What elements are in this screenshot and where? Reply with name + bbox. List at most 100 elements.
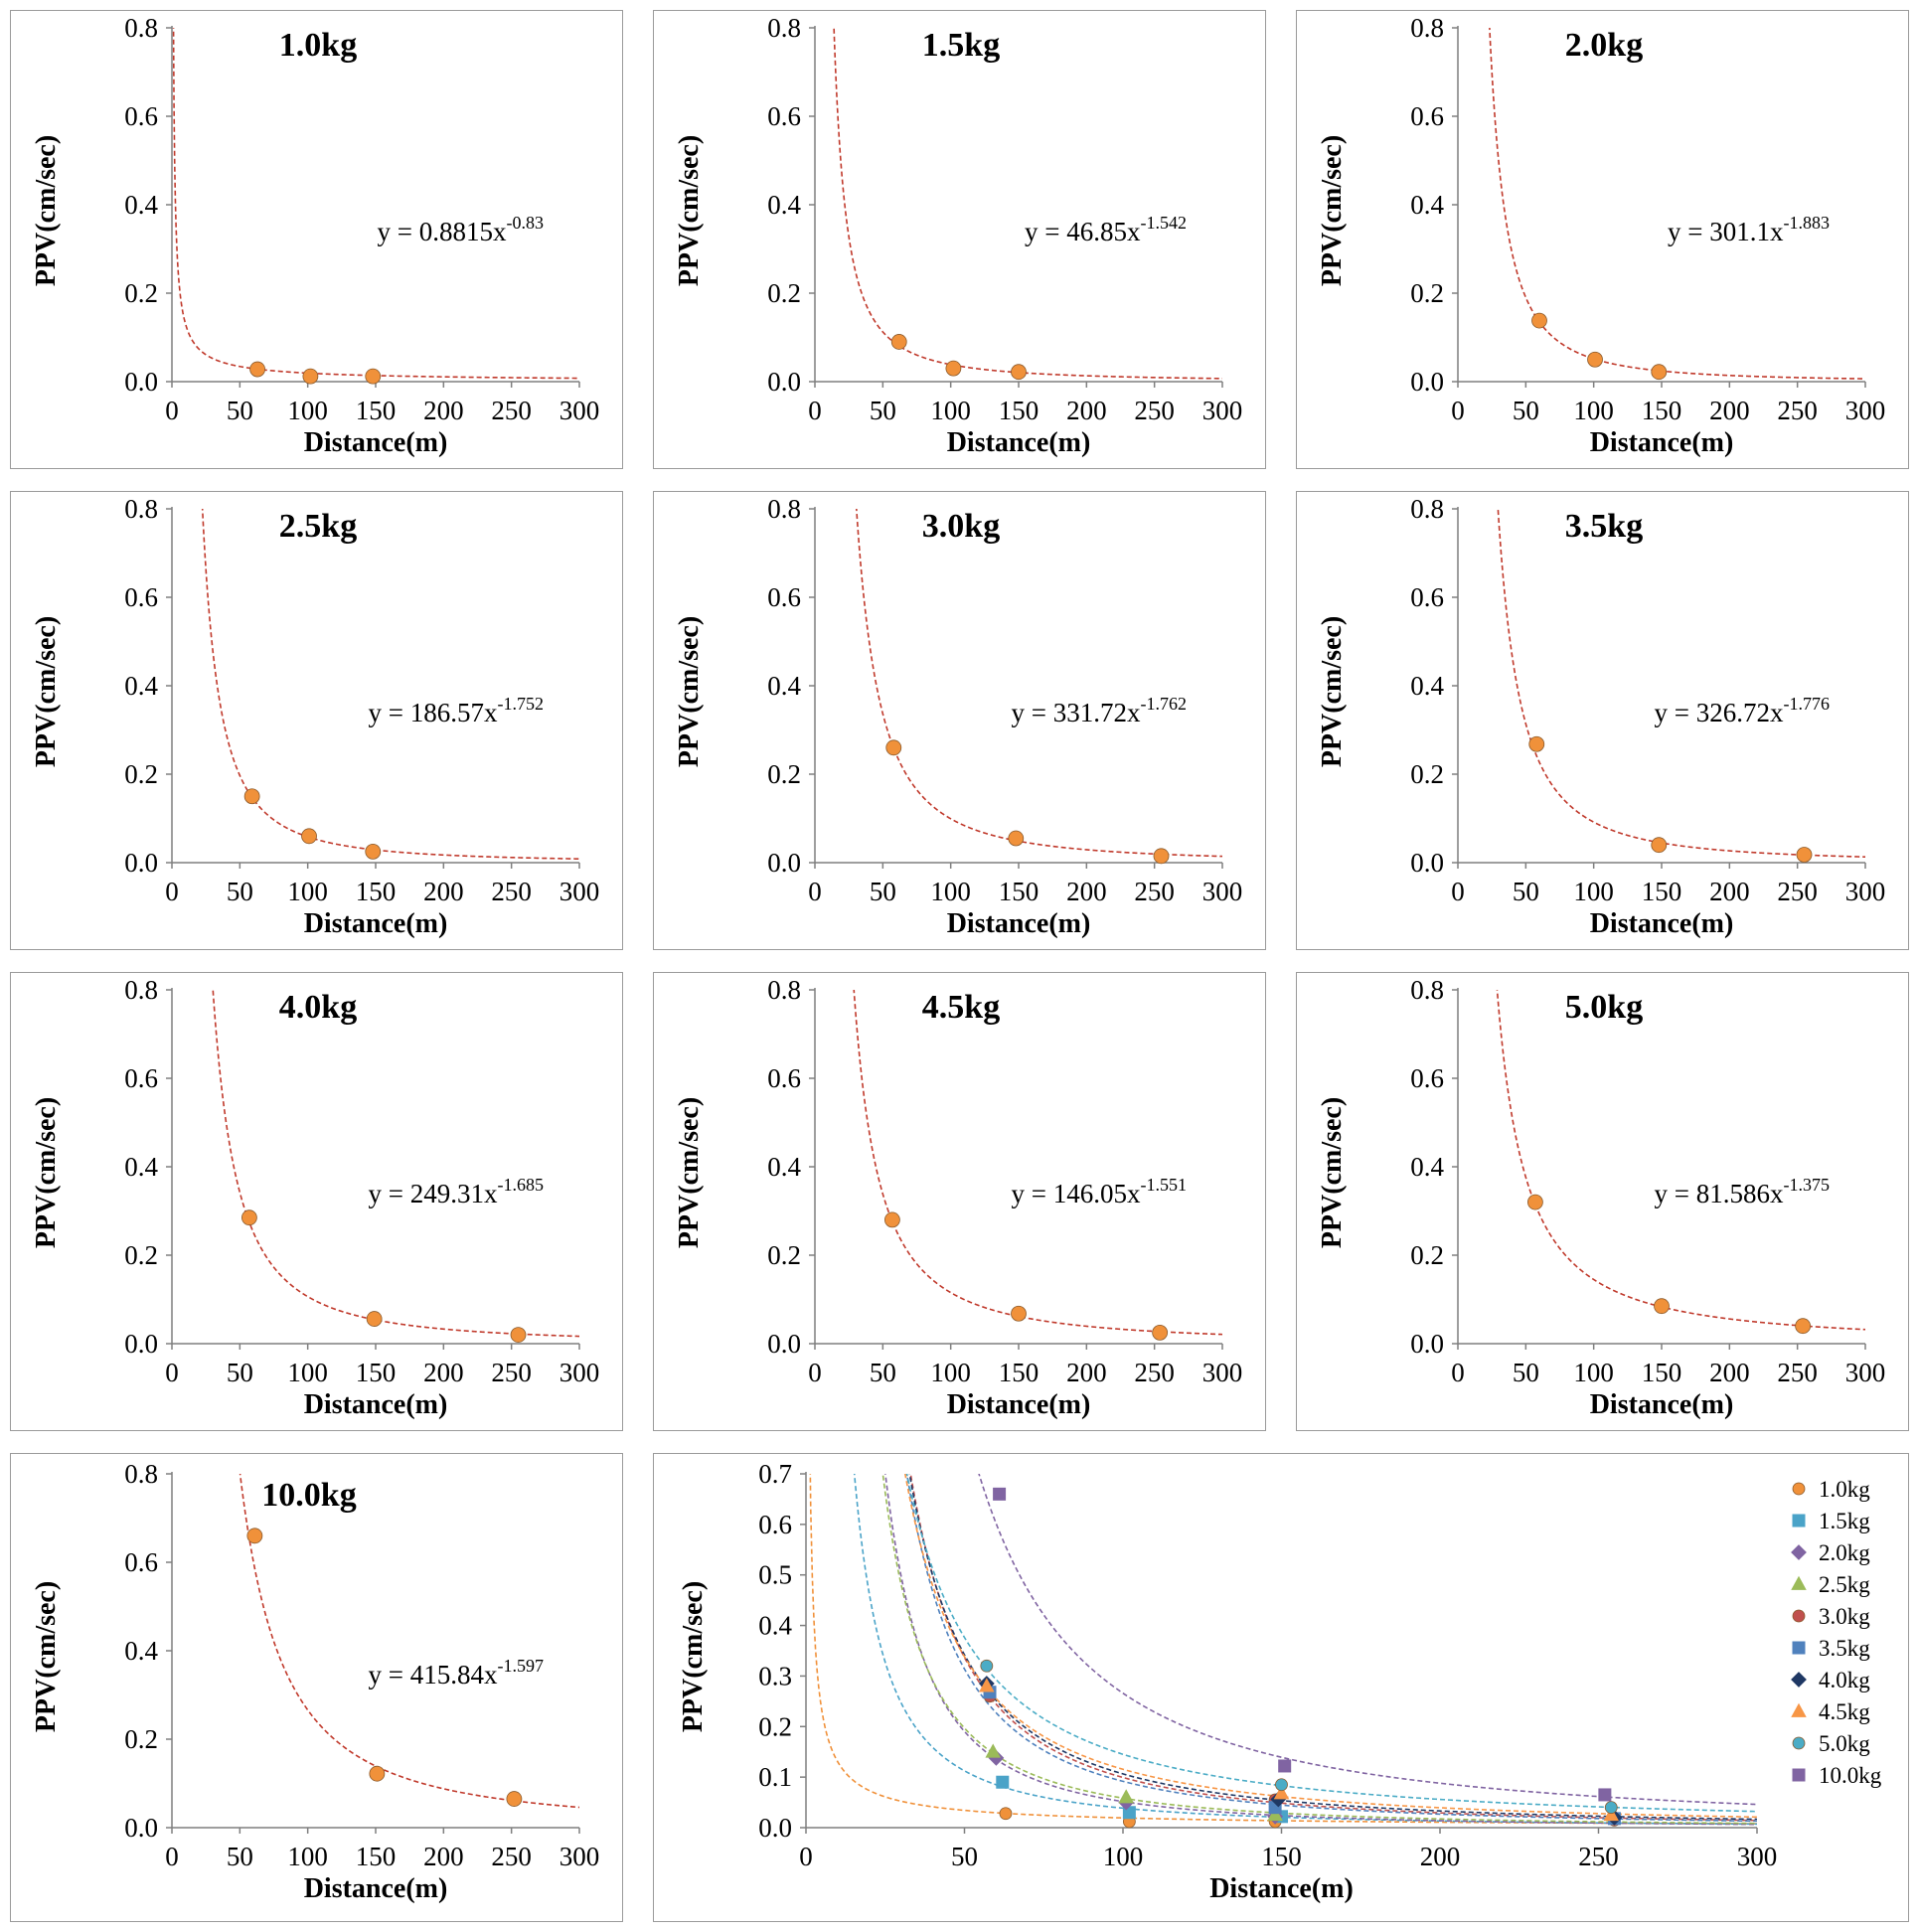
- x-tick-label: 100: [287, 1842, 328, 1871]
- x-tick-label: 300: [559, 877, 600, 906]
- legend-label: 4.5kg: [1819, 1699, 1870, 1724]
- legend-label: 3.5kg: [1819, 1636, 1870, 1661]
- trendline-2-5kg: [201, 509, 579, 860]
- y-tick-label: 0.4: [124, 190, 158, 220]
- x-tick-label: 50: [870, 877, 896, 906]
- data-point-4-0kg: [240, 1209, 257, 1226]
- trendline-2-5kg: [881, 1474, 1757, 1825]
- chart-panel-2-5kg: 0.0 0.2 0.4 0.6 0.8 0 50 100 150 200 250 300 Distanc…: [10, 491, 623, 950]
- legend-label: 4.0kg: [1819, 1668, 1870, 1692]
- data-point-3-0kg: [1153, 848, 1170, 865]
- data-point-2-5kg: [365, 843, 382, 860]
- chart-panel-5-0kg: 0.0 0.2 0.4 0.6 0.8 0 50 100 150 200 250 300 Distanc…: [1296, 972, 1909, 1431]
- chart-panel-2-0kg: 0.0 0.2 0.4 0.6 0.8 0 50 100 150 200 250 300 Distanc…: [1296, 10, 1909, 469]
- x-tick-label: 100: [1103, 1842, 1144, 1871]
- y-tick-label: 0.2: [1410, 759, 1444, 789]
- data-point-5-0kg: [1654, 1298, 1670, 1315]
- y-axis-title: PPV(cm/sec): [678, 1581, 709, 1732]
- y-tick-label: 0.6: [124, 1063, 158, 1093]
- y-tick-label: 0.2: [124, 1240, 158, 1270]
- fit-equation: y = 249.31x-1.685: [369, 1175, 544, 1208]
- data-point-4-5kg: [1011, 1305, 1027, 1322]
- data-point-4-5kg: [1152, 1324, 1169, 1341]
- x-axis-title: Distance(m): [947, 1389, 1091, 1420]
- y-axis-title: PPV(cm/sec): [1317, 135, 1348, 286]
- data-point-2-0kg: [1587, 351, 1603, 368]
- y-tick-label: 0.6: [767, 1063, 801, 1093]
- y-tick-label: 0.6: [1410, 582, 1444, 612]
- legend-label: 3.0kg: [1819, 1604, 1870, 1629]
- y-tick-label: 0.2: [767, 278, 801, 308]
- fit-equation: y = 146.05x-1.551: [1012, 1175, 1187, 1208]
- x-tick-label: 300: [1202, 1358, 1243, 1387]
- data-point-5-0kg: [1526, 1194, 1543, 1210]
- x-axis-title: Distance(m): [947, 908, 1091, 939]
- chart-panel-4-0kg: 0.0 0.2 0.4 0.6 0.8 0 50 100 150 200 250 300 Distanc…: [10, 972, 623, 1431]
- y-tick-label: 0.4: [1410, 1152, 1444, 1182]
- y-tick-label: 0.0: [124, 848, 158, 878]
- x-tick-label: 0: [165, 396, 179, 425]
- x-tick-label: 200: [423, 877, 464, 906]
- legend-label: 2.5kg: [1819, 1572, 1870, 1597]
- trendline-1-0kg: [172, 28, 579, 380]
- legend-marker-1-0kg: [1792, 1482, 1806, 1496]
- y-tick-label: 0.2: [1410, 278, 1444, 308]
- chart-panel-4-5kg: 0.0 0.2 0.4 0.6 0.8 0 50 100 150 200 250 300 Distanc…: [653, 972, 1266, 1431]
- x-tick-label: 250: [1777, 396, 1818, 425]
- y-tick-label: 0.4: [124, 1152, 158, 1182]
- y-tick-label: 0.6: [124, 1547, 158, 1577]
- x-axis-title: Distance(m): [304, 1873, 448, 1904]
- data-point-5-0kg: [980, 1659, 994, 1673]
- panel-title: 2.0kg: [1565, 27, 1643, 64]
- chart-panel-3-0kg: 0.0 0.2 0.4 0.6 0.8 0 50 100 150 200 250 300 Distanc…: [653, 491, 1266, 950]
- y-tick-label: 0.8: [767, 975, 801, 1005]
- x-tick-label: 250: [491, 1358, 532, 1387]
- trendline-10-0kg: [239, 1474, 579, 1809]
- x-tick-label: 300: [1202, 396, 1243, 425]
- x-axis-title: Distance(m): [1590, 427, 1734, 458]
- y-tick-label: 0.8: [124, 1459, 158, 1489]
- data-point-5-0kg: [1604, 1801, 1618, 1815]
- data-point-1-5kg: [890, 334, 907, 350]
- x-tick-label: 250: [1777, 1358, 1818, 1387]
- x-tick-label: 300: [559, 1842, 600, 1871]
- x-tick-label: 250: [491, 396, 532, 425]
- x-tick-label: 150: [356, 396, 397, 425]
- x-tick-label: 150: [1261, 1842, 1302, 1871]
- y-tick-label: 0.0: [124, 1329, 158, 1359]
- legend: 1.0kg 1.5kg 2.0kg 2.5kg 3.0kg 3.5kg 4.0kg 4.5kg…: [1791, 1477, 1882, 1788]
- x-tick-label: 150: [356, 1842, 397, 1871]
- data-point-4-5kg: [1273, 1785, 1290, 1800]
- chart-svg: 0.0 0.1 0.2 0.3 0.4 0.5 0.6 0.7 0 50 100 150 200 250 3…: [678, 1459, 1882, 1904]
- fit-equation: y = 301.1x-1.883: [1668, 213, 1830, 246]
- x-tick-label: 200: [1709, 877, 1750, 906]
- trendline-4-0kg: [212, 990, 579, 1338]
- y-tick-label: 0.6: [124, 582, 158, 612]
- x-tick-label: 200: [1709, 1358, 1750, 1387]
- fit-equation: y = 46.85x-1.542: [1025, 213, 1187, 246]
- data-point-2-5kg: [243, 788, 260, 805]
- x-tick-label: 0: [165, 1842, 179, 1871]
- trendline-4-5kg: [904, 1474, 1757, 1819]
- x-tick-label: 50: [870, 1358, 896, 1387]
- panel-title: 1.5kg: [922, 27, 1000, 64]
- panel-title: 2.5kg: [279, 508, 357, 545]
- data-point-2-5kg: [1267, 1807, 1283, 1822]
- y-tick-label: 0.4: [124, 1636, 158, 1666]
- data-point-5-0kg: [1275, 1778, 1288, 1792]
- data-point-3-5kg: [1796, 847, 1813, 863]
- y-tick-label: 0.8: [124, 13, 158, 43]
- data-point-10-0kg: [246, 1528, 263, 1544]
- chart-panel-1-0kg: 0.0 0.2 0.4 0.6 0.8 0 50 100 150 200 250 300 Distanc…: [10, 10, 623, 469]
- x-tick-label: 0: [165, 1358, 179, 1387]
- y-tick-label: 0.8: [124, 494, 158, 524]
- data-point-2-5kg: [301, 828, 317, 845]
- x-tick-label: 100: [1573, 877, 1614, 906]
- data-point-1-0kg: [999, 1807, 1013, 1821]
- data-point-3-5kg: [1651, 837, 1668, 854]
- data-point-3-5kg: [1528, 735, 1545, 752]
- legend-marker-3-5kg: [1792, 1641, 1806, 1655]
- x-tick-label: 200: [423, 396, 464, 425]
- data-point-4-0kg: [366, 1311, 383, 1327]
- y-tick-label: 0.2: [124, 1724, 158, 1754]
